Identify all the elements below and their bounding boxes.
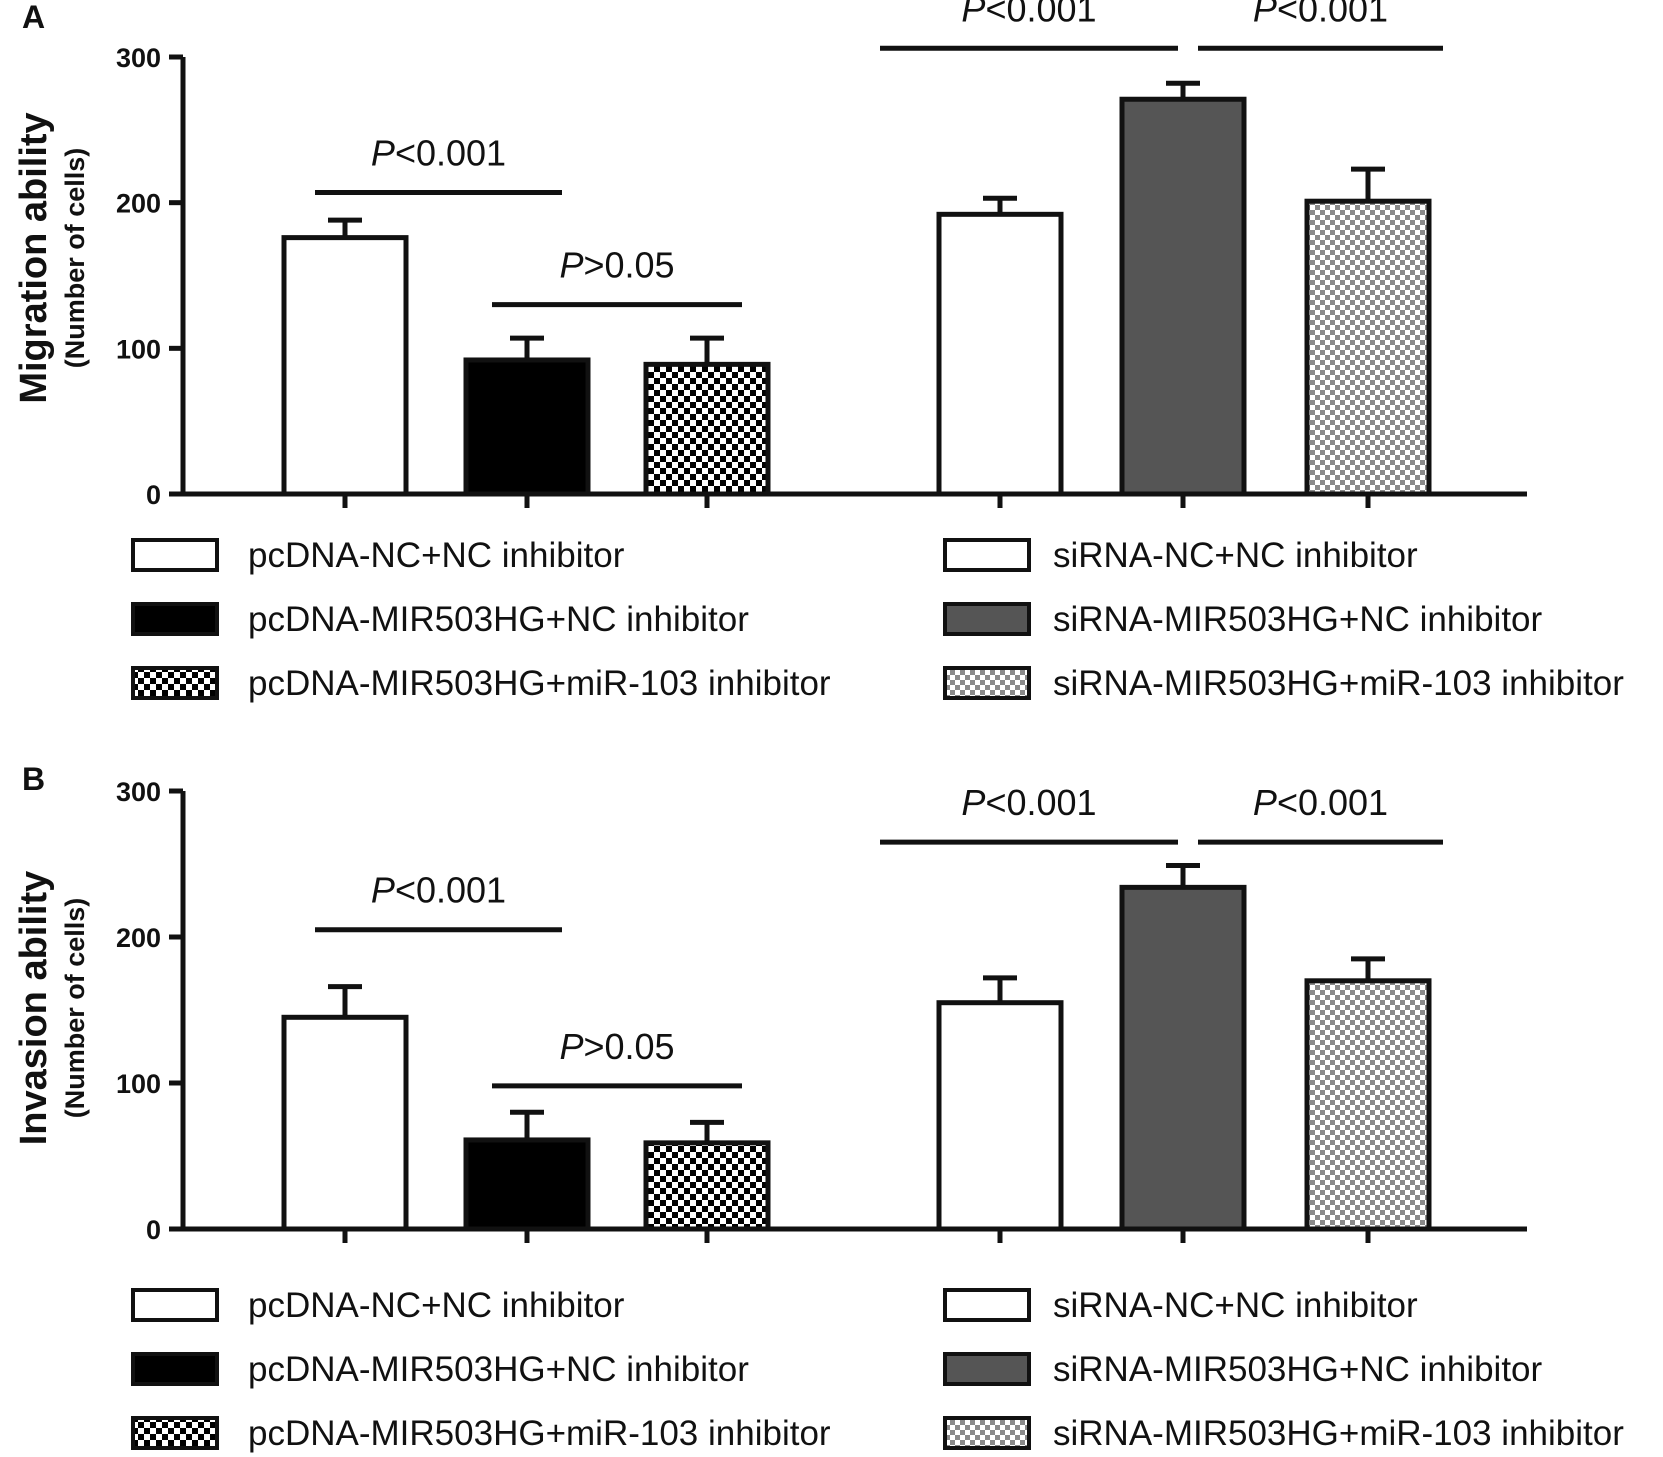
legend-swatch [943, 1288, 1031, 1322]
legend-swatch [131, 1416, 219, 1450]
panel-letter: B [22, 761, 45, 797]
panel-letter: A [22, 0, 45, 35]
panel-a: A 0 100 200 300 Migration ability (Number of c… [13, 0, 1624, 703]
y-axis-sublabel: (Number of cells) [60, 898, 90, 1119]
y-tick-label: 0 [146, 480, 161, 510]
bar [1304, 978, 1432, 1232]
legend-label: siRNA-MIR503HG+NC inhibitor [1053, 1350, 1543, 1389]
p-value-label: P<0.001 [1253, 782, 1388, 823]
legend-label: siRNA-MIR503HG+NC inhibitor [1053, 600, 1543, 639]
bar [463, 1137, 591, 1232]
y-tick-label: 100 [116, 334, 161, 364]
y-axis-sublabel: (Number of cells) [60, 148, 90, 369]
bar [463, 357, 591, 497]
legend-swatch [943, 1352, 1031, 1386]
y-axis-label: Migration ability [13, 112, 55, 403]
p-value-label: P<0.001 [961, 782, 1096, 823]
legend-swatch [131, 538, 219, 572]
legend-label: pcDNA-MIR503HG+NC inhibitor [248, 600, 749, 639]
bar [1304, 198, 1432, 497]
bar [281, 1014, 409, 1232]
y-tick-label: 200 [116, 189, 161, 219]
p-value-label: P<0.001 [371, 870, 506, 911]
bar [936, 211, 1064, 497]
legend-label: pcDNA-MIR503HG+NC inhibitor [248, 1350, 749, 1389]
y-tick-label: 200 [116, 923, 161, 953]
legend-swatch [943, 538, 1031, 572]
legend-swatch [943, 666, 1031, 700]
p-value-label: P>0.05 [559, 245, 674, 286]
legend-label: pcDNA-NC+NC inhibitor [248, 1286, 625, 1325]
legend-label: pcDNA-MIR503HG+miR-103 inhibitor [248, 664, 831, 703]
legend-swatch [131, 1288, 219, 1322]
legend-swatch [131, 1352, 219, 1386]
y-tick-label: 0 [146, 1215, 161, 1245]
legend-label: pcDNA-NC+NC inhibitor [248, 536, 625, 575]
legend-swatch [131, 602, 219, 636]
y-tick-label: 100 [116, 1069, 161, 1099]
legend-label: pcDNA-MIR503HG+miR-103 inhibitor [248, 1414, 831, 1453]
p-value-label: P<0.001 [1253, 0, 1388, 29]
legend-swatch [943, 602, 1031, 636]
legend-swatch [943, 1416, 1031, 1450]
bar [643, 1140, 771, 1232]
legend-label: siRNA-MIR503HG+miR-103 inhibitor [1053, 1414, 1624, 1453]
bar [1119, 96, 1247, 497]
bar [643, 361, 771, 497]
y-tick-label: 300 [116, 777, 161, 807]
bar [281, 235, 409, 497]
y-tick-label: 300 [116, 43, 161, 73]
p-value-label: P<0.001 [961, 0, 1096, 29]
legend-swatch [131, 666, 219, 700]
bar [936, 1000, 1064, 1232]
bar [1119, 884, 1247, 1232]
legend-label: siRNA-NC+NC inhibitor [1053, 1286, 1418, 1325]
legend-label: siRNA-NC+NC inhibitor [1053, 536, 1418, 575]
panel-b: B 0 100 200 300 Invasion ability (Number of ce… [13, 761, 1624, 1453]
legend-label: siRNA-MIR503HG+miR-103 inhibitor [1053, 664, 1624, 703]
p-value-label: P>0.05 [559, 1026, 674, 1067]
y-axis-label: Invasion ability [13, 871, 55, 1146]
p-value-label: P<0.001 [371, 132, 506, 173]
